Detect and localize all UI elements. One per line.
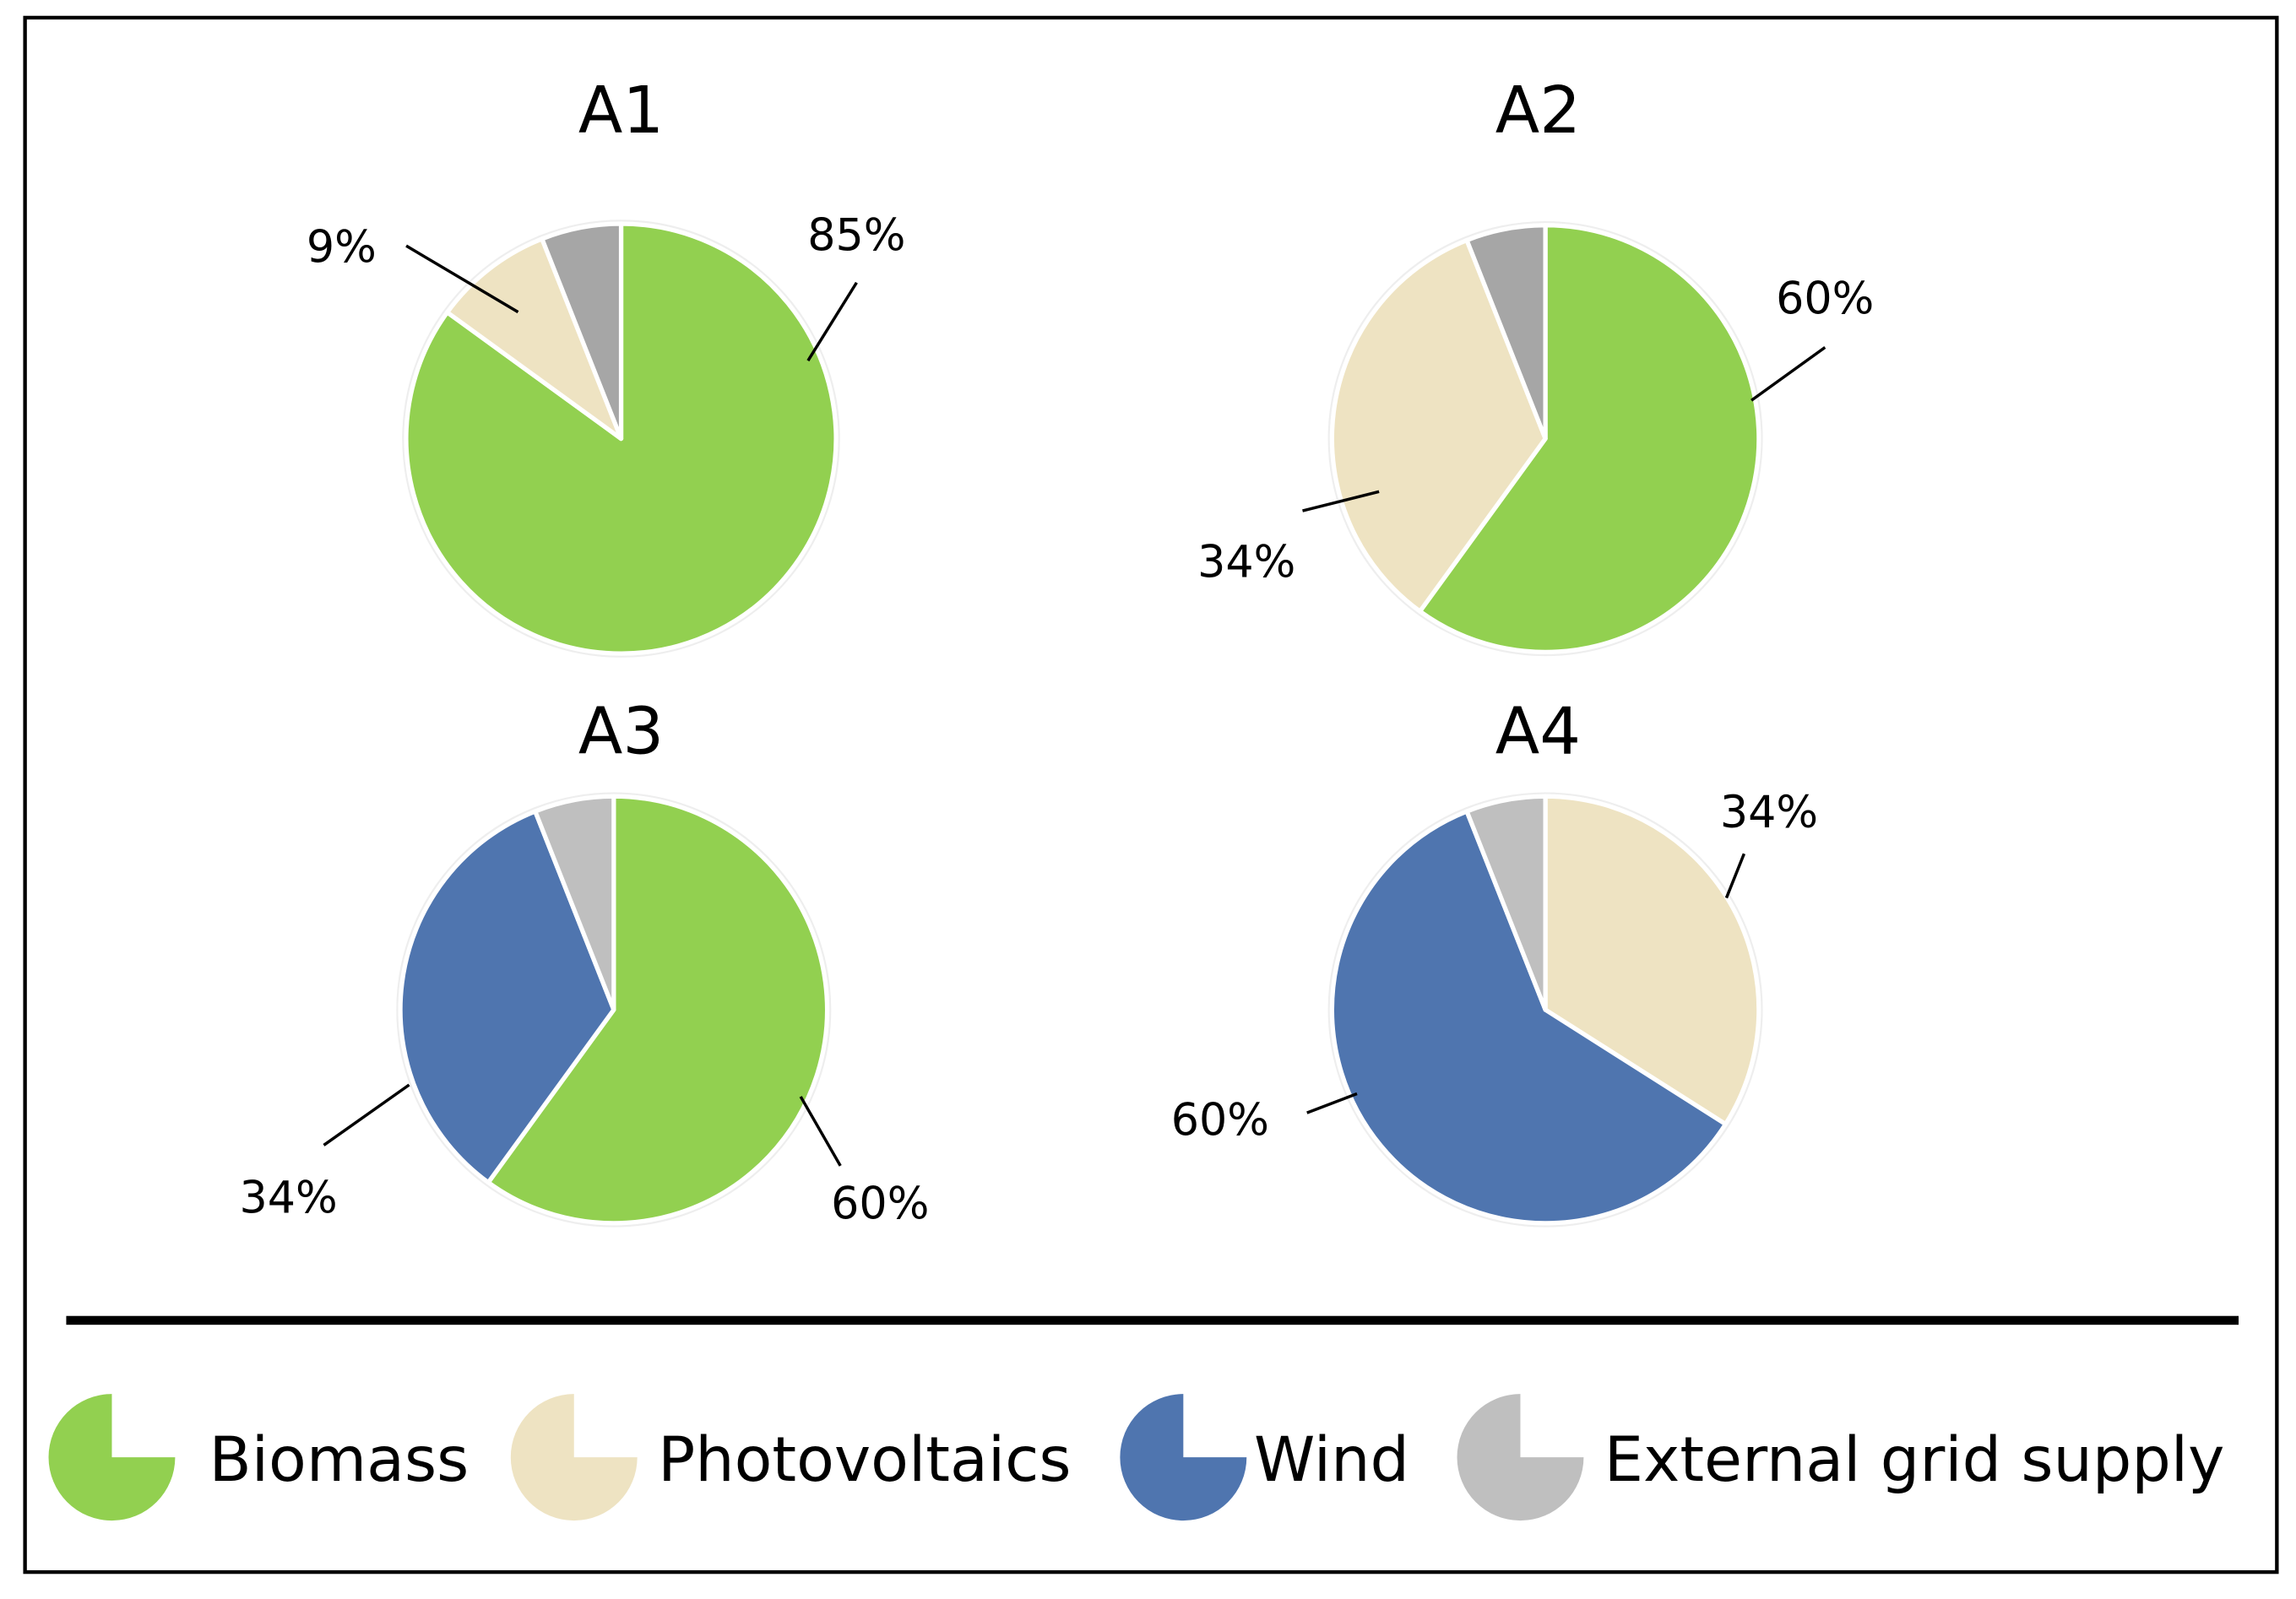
legend-item-biomass: Biomass	[48, 1394, 469, 1521]
legend-label-external-grid-supply: External grid supply	[1604, 1424, 2225, 1496]
legend-item-external-grid-supply: External grid supply	[1457, 1394, 2225, 1521]
data-label-biomass: 60%	[1776, 273, 1874, 324]
leader-line	[1750, 346, 1826, 402]
data-label-biomass: 60%	[831, 1179, 929, 1230]
pie-slice-biomass	[1417, 223, 1761, 655]
legend: Biomass Photovoltaics Wind External grid…	[48, 1394, 2225, 1521]
pie-slice-external-grid-supply	[540, 221, 624, 442]
pie-chart-a2: A2 60% 34%	[1197, 73, 1874, 657]
leader-line	[405, 244, 519, 314]
legend-swatch-photovoltaics-icon	[510, 1394, 638, 1521]
leader-line	[1724, 853, 1746, 899]
pie-slice-external-grid-supply	[533, 794, 616, 1012]
legend-item-photovoltaics: Photovoltaics	[510, 1394, 1072, 1521]
pie-slices	[1327, 220, 1763, 657]
pie-chart-a3: A3 60% 34%	[240, 695, 930, 1230]
pie-title-a1: A1	[578, 73, 664, 149]
data-label-photovoltaics: 9%	[307, 221, 377, 273]
pie-title-a2: A2	[1495, 73, 1581, 149]
data-label-photovoltaics: 34%	[1720, 787, 1818, 838]
data-label-wind: 34%	[240, 1173, 338, 1224]
leader-line	[1306, 1092, 1358, 1114]
pie-slices	[1327, 792, 1763, 1228]
leader-line	[799, 1096, 842, 1167]
data-label-biomass: 85%	[807, 209, 905, 261]
pie-slice-wind	[1329, 809, 1729, 1226]
pie-slice-external-grid-supply	[1464, 223, 1548, 442]
pie-slice-biomass	[486, 794, 830, 1226]
legend-item-wind: Wind	[1120, 1394, 1409, 1521]
data-label-wind: 60%	[1171, 1094, 1269, 1146]
pie-slices	[396, 792, 832, 1228]
pie-chart-a4: A4 34% 60%	[1171, 695, 1818, 1228]
pie-title-a4: A4	[1495, 695, 1581, 770]
pie-slices	[402, 220, 840, 658]
legend-label-biomass: Biomass	[209, 1424, 469, 1496]
pie-slice-photovoltaics	[1329, 237, 1548, 614]
pie-slice-wind	[398, 809, 616, 1185]
pie-slice-photovoltaics	[445, 236, 624, 442]
pie-title-a3: A3	[578, 695, 664, 770]
pie-chart-a1: A1 85% 9%	[307, 73, 905, 658]
leader-line	[806, 281, 858, 362]
pie-slice-external-grid-supply	[1464, 794, 1548, 1012]
data-label-photovoltaics: 34%	[1197, 536, 1295, 588]
figure-border	[23, 15, 2279, 1575]
leader-line	[323, 1083, 410, 1146]
legend-swatch-wind-icon	[1120, 1394, 1247, 1521]
pie-slice-biomass	[404, 221, 839, 656]
legend-separator	[66, 1315, 2239, 1325]
leader-line	[1302, 490, 1380, 512]
legend-label-wind: Wind	[1254, 1424, 1409, 1496]
legend-swatch-external-grid-supply-icon	[1457, 1394, 1584, 1521]
legend-label-photovoltaics: Photovoltaics	[658, 1424, 1071, 1496]
